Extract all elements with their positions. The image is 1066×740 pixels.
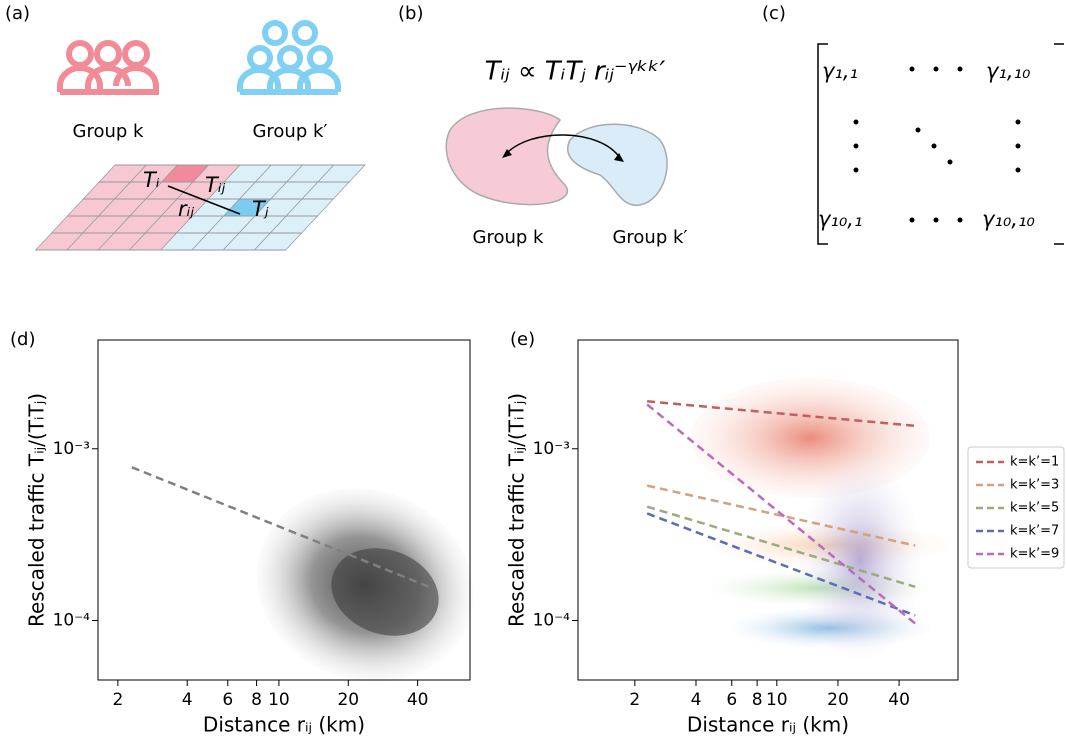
legend-label: k=k’=1 <box>1010 455 1059 470</box>
matrix-entry: γ₁₀,₁ <box>818 207 862 231</box>
panel-label: (b) <box>398 3 423 24</box>
y-tick-label: 10⁻³ <box>533 439 570 459</box>
panel-label: (a) <box>5 3 30 24</box>
matrix-dots <box>854 67 1021 223</box>
x-axis-label: Distance rᵢⱼ (km) <box>687 713 849 737</box>
x-axis-label: Distance rᵢⱼ (km) <box>203 713 365 737</box>
x-tick-label: 4 <box>182 690 193 710</box>
grid-label: Tᵢⱼ <box>205 173 226 197</box>
x-tick-label: 10 <box>766 690 788 710</box>
x-tick-label: 8 <box>251 690 262 710</box>
group-label: Group k′ <box>612 227 687 248</box>
x-tick-label: 20 <box>827 690 849 710</box>
group-label: Group k <box>473 227 545 248</box>
x-tick-label: 20 <box>337 690 359 710</box>
figure: (a) (b) (c) (d) (e) Group k Group k′ Tᵢ … <box>0 0 1066 740</box>
x-tick-label: 40 <box>888 690 910 710</box>
panel-label: (e) <box>510 329 535 350</box>
panel-label: (d) <box>10 329 35 350</box>
group-label: Group k <box>73 121 145 142</box>
grid-label: Tⱼ <box>252 197 269 221</box>
y-tick-label: 10⁻⁴ <box>53 610 91 630</box>
matrix-entry: γ₁,₁ <box>822 59 858 83</box>
x-tick-label: 40 <box>407 690 429 710</box>
legend-label: k=k’=7 <box>1010 524 1059 539</box>
x-tick-label: 4 <box>691 690 702 710</box>
group-k2-icon <box>240 23 338 92</box>
legend-label: k=k’=3 <box>1010 478 1059 493</box>
spatial-grid <box>36 165 365 250</box>
x-tick-label: 2 <box>112 690 123 710</box>
formula: Tᵢⱼ ∝ TᵢTⱼ rᵢⱼ⁻ᵞᵏᵏ′ <box>485 57 666 87</box>
x-tick-label: 6 <box>222 690 233 710</box>
x-tick-label: 8 <box>752 690 763 710</box>
group-label: Group k′ <box>252 121 327 142</box>
grid-label: rᵢⱼ <box>178 197 194 221</box>
y-tick-label: 10⁻⁴ <box>533 610 571 630</box>
y-axis-label: Rescaled traffic Tᵢⱼ/(TᵢTⱼ) <box>25 393 49 627</box>
x-tick-label: 10 <box>268 690 290 710</box>
matrix-entry: γ₁₀,₁₀ <box>982 207 1035 231</box>
group-k-icon <box>60 43 156 92</box>
y-axis-label: Rescaled traffic Tᵢⱼ/(TᵢTⱼ) <box>505 393 529 627</box>
x-tick-label: 2 <box>629 690 640 710</box>
density-shading <box>229 458 501 712</box>
legend-label: k=k’=5 <box>1010 501 1059 516</box>
density-shading <box>690 378 950 660</box>
panel-label: (c) <box>762 3 786 24</box>
grid-label: Tᵢ <box>143 168 160 192</box>
legend-label: k=k’=9 <box>1010 547 1059 562</box>
y-tick-label: 10⁻³ <box>53 439 90 459</box>
x-tick-label: 6 <box>726 690 737 710</box>
matrix-entry: γ₁,₁₀ <box>986 59 1031 83</box>
